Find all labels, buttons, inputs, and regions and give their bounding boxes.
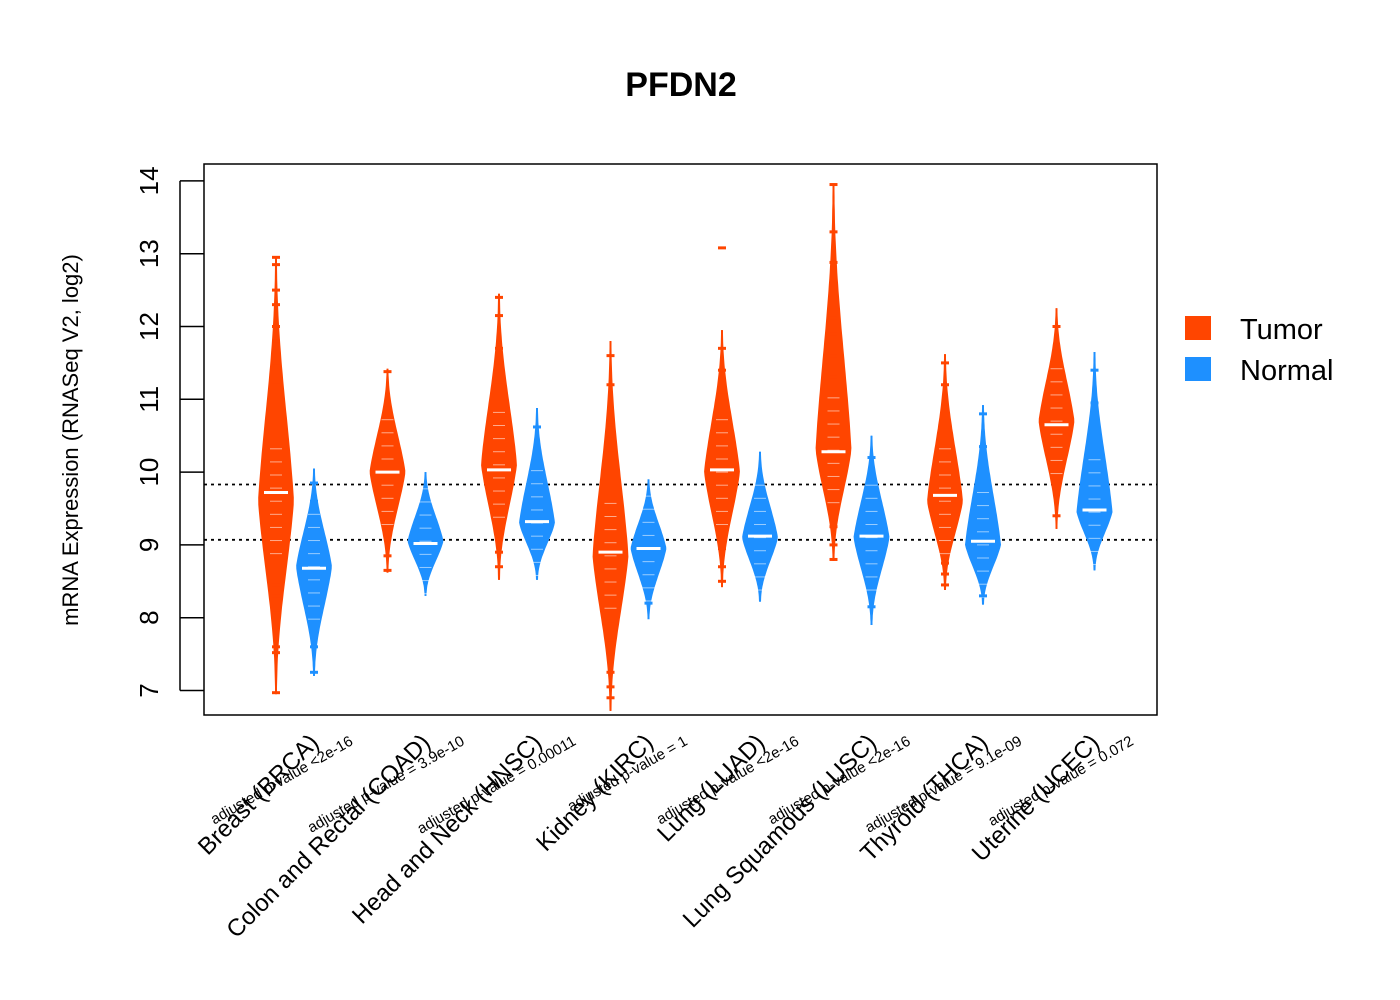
violin-tumor-6 — [815, 183, 852, 561]
violin-tumor-7 — [927, 354, 963, 591]
legend: Tumor Normal — [1185, 314, 1333, 387]
y-tick-label: 7 — [134, 683, 164, 697]
plot-frame — [203, 163, 1158, 716]
violin-normal-4 — [630, 479, 667, 620]
legend-swatch-tumor — [1185, 316, 1211, 340]
y-tick-label: 9 — [134, 538, 164, 552]
violin-body — [258, 257, 294, 695]
violin-tumor-3 — [481, 293, 517, 580]
violin-normal-1 — [296, 468, 332, 676]
violin-tumor-5 — [704, 246, 740, 588]
violin-body — [296, 468, 332, 676]
violin-groups — [258, 183, 1113, 711]
y-tick-label: 8 — [134, 610, 164, 624]
violin-body — [742, 451, 778, 602]
violin-body — [519, 408, 555, 580]
violin-body — [1038, 308, 1075, 529]
violin-tumor-8 — [1038, 308, 1075, 529]
violin-tumor-1 — [258, 255, 294, 695]
violin-body — [592, 341, 629, 711]
violin-body — [1076, 351, 1113, 571]
y-axis-label: mRNA Expression (RNASeq V2, log2) — [58, 254, 83, 626]
violin-body — [481, 293, 517, 580]
violin-body — [853, 435, 890, 625]
y-tick-label: 12 — [134, 312, 164, 341]
violin-tumor-2 — [369, 368, 406, 573]
violin-normal-3 — [519, 408, 555, 580]
violin-normal-8 — [1076, 351, 1113, 571]
legend-label-normal: Normal — [1240, 355, 1333, 387]
violin-normal-5 — [742, 451, 778, 602]
y-axis: 7 8 9 10 11 12 13 14 — [134, 166, 204, 698]
reference-lines — [204, 483, 1157, 541]
violin-body — [815, 184, 852, 561]
y-tick-label: 14 — [134, 166, 164, 195]
legend-label-tumor: Tumor — [1240, 314, 1323, 346]
violin-body — [927, 354, 963, 591]
violin-body — [965, 405, 1001, 605]
x-axis-labels: Breast (BRCA)adjusted p-value <2e-16Colo… — [193, 729, 1137, 943]
y-tick-label: 10 — [134, 458, 164, 487]
y-tick-label: 11 — [134, 386, 164, 413]
violin-normal-7 — [965, 405, 1001, 605]
y-tick-label: 13 — [134, 239, 164, 268]
chart-title: PFDN2 — [625, 66, 736, 104]
violin-normal-2 — [407, 472, 444, 596]
violin-tumor-4 — [592, 341, 629, 711]
violin-normal-6 — [853, 435, 890, 625]
legend-swatch-normal — [1185, 357, 1211, 381]
violin-body — [407, 472, 444, 596]
